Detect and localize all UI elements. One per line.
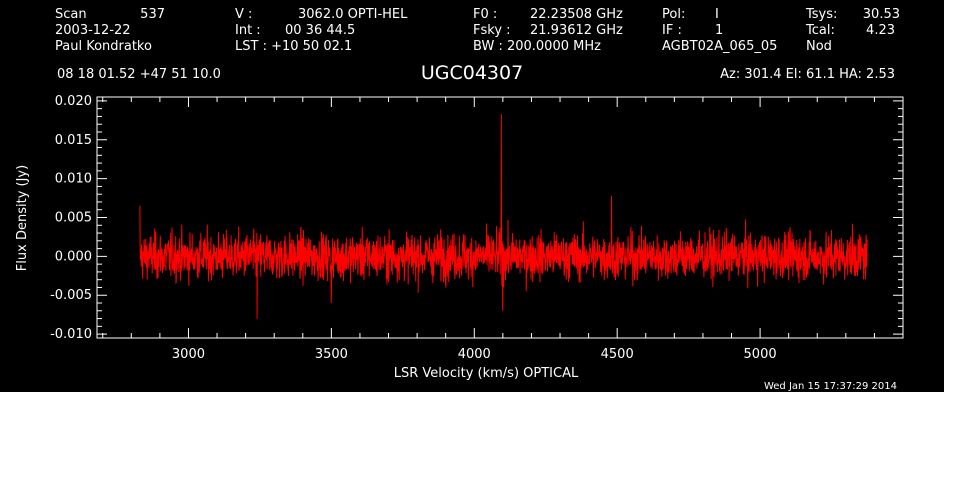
bw-text: BW : 200.0000 MHz xyxy=(473,39,601,54)
lst-text: LST : +10 50 02.1 xyxy=(235,39,352,54)
x-tick-label: 5000 xyxy=(744,347,777,362)
int-label: Int : xyxy=(235,23,261,38)
obs-date: 2003-12-22 xyxy=(55,23,131,38)
observer-name: Paul Kondratko xyxy=(55,39,152,54)
project-id: AGBT02A_065_05 xyxy=(662,39,777,54)
scan-label: Scan xyxy=(55,7,87,22)
pol-value: I xyxy=(715,7,719,22)
tcal-value: 4.23 xyxy=(866,23,895,38)
x-axis-label: LSR Velocity (km/s) OPTICAL xyxy=(394,366,579,381)
scan-number: 537 xyxy=(140,7,165,22)
pol-label: Pol: xyxy=(662,7,685,22)
f0-value: 22.23508 GHz xyxy=(530,7,623,22)
y-tick-label: 0.000 xyxy=(55,249,92,264)
velocity-value: 3062.0 OPTI-HEL xyxy=(298,7,408,22)
spectrum-line xyxy=(139,114,868,319)
timestamp: Wed Jan 15 17:37:29 2014 xyxy=(764,381,897,392)
int-value: 00 36 44.5 xyxy=(285,23,355,38)
y-tick-label: 0.010 xyxy=(55,172,92,187)
tsys-label: Tsys: xyxy=(805,7,837,22)
source-name: UGC04307 xyxy=(421,62,523,84)
x-tick-label: 4000 xyxy=(458,347,491,362)
y-axis-ticks: -0.010 -0.005 0.000 0.005 0.010 0.015 0.020 xyxy=(50,94,903,342)
header-block: Scan 537 V : 3062.0 OPTI-HEL F0 : 22.235… xyxy=(55,7,900,84)
spectrum-plot: Scan 537 V : 3062.0 OPTI-HEL F0 : 22.235… xyxy=(15,7,904,392)
y-axis-label: Flux Density (Jy) xyxy=(15,165,30,271)
fsky-value: 21.93612 GHz xyxy=(530,23,623,38)
coordinates: 08 18 01.52 +47 51 10.0 xyxy=(57,67,221,82)
obs-mode: Nod xyxy=(806,39,832,54)
y-tick-label: -0.005 xyxy=(50,288,92,303)
x-tick-label: 4500 xyxy=(601,347,634,362)
velocity-label: V : xyxy=(235,7,252,22)
x-axis-ticks: 3000 3500 4000 4500 5000 xyxy=(102,97,875,362)
y-tick-label: -0.010 xyxy=(50,327,92,342)
y-tick-label: 0.015 xyxy=(55,133,92,148)
y-tick-label: 0.020 xyxy=(55,94,92,109)
tcal-label: Tcal: xyxy=(805,23,835,38)
fsky-label: Fsky : xyxy=(473,23,511,38)
plot-frame xyxy=(96,96,904,339)
y-tick-label: 0.005 xyxy=(55,211,92,226)
x-tick-label: 3000 xyxy=(172,347,205,362)
spectrum-plot-panel: Scan 537 V : 3062.0 OPTI-HEL F0 : 22.235… xyxy=(0,0,944,392)
x-tick-label: 3500 xyxy=(315,347,348,362)
tsys-value: 30.53 xyxy=(863,7,900,22)
pointing-info: Az: 301.4 El: 61.1 HA: 2.53 xyxy=(720,67,895,82)
f0-label: F0 : xyxy=(473,7,497,22)
if-label: IF : xyxy=(662,23,682,38)
if-value: 1 xyxy=(715,23,723,38)
spectrum-trace xyxy=(139,114,868,319)
